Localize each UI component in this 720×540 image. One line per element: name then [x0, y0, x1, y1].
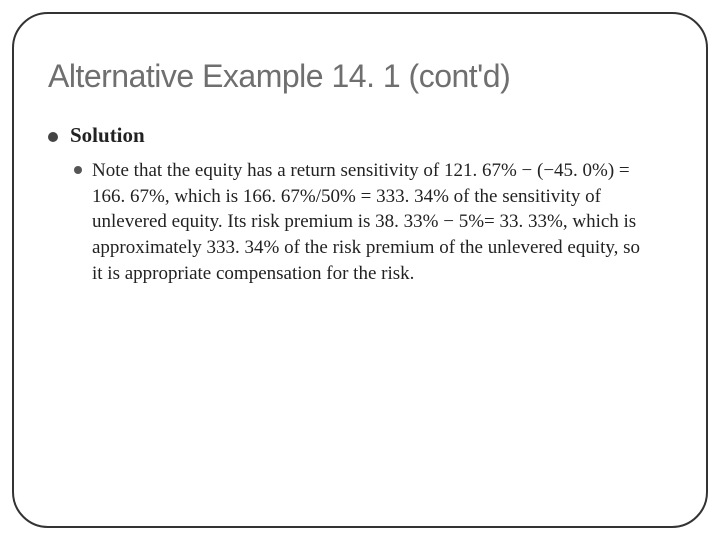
bullet-icon: [74, 166, 82, 174]
slide-title: Alternative Example 14. 1 (cont'd): [48, 58, 672, 95]
bullet-icon: [48, 132, 58, 142]
bullet-level2: Note that the equity has a return sensit…: [74, 158, 672, 286]
slide-container: Alternative Example 14. 1 (cont'd) Solut…: [0, 0, 720, 540]
bullet-level1-text: Solution: [70, 123, 145, 148]
bullet-level1: Solution: [48, 123, 672, 148]
bullet-level2-text: Note that the equity has a return sensit…: [92, 158, 652, 286]
